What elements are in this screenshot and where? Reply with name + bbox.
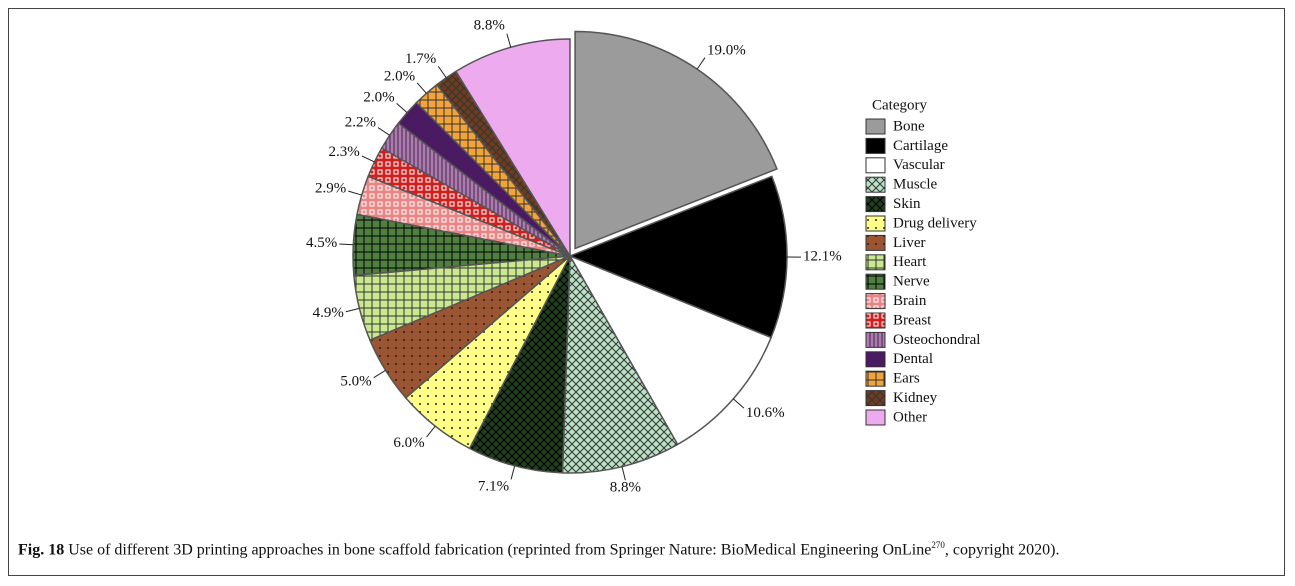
data-label: 2.2% bbox=[345, 115, 376, 131]
legend-swatch bbox=[865, 157, 886, 174]
legend-swatch bbox=[865, 196, 886, 213]
data-label: 2.3% bbox=[329, 144, 360, 160]
data-label: 8.8% bbox=[474, 18, 505, 34]
legend-swatch bbox=[865, 215, 886, 232]
legend-label: Heart bbox=[893, 254, 927, 270]
leader-line bbox=[696, 57, 706, 70]
caption-text: Use of different 3D printing approaches … bbox=[68, 541, 932, 559]
leader-line bbox=[437, 65, 447, 79]
figure-frame bbox=[8, 8, 1285, 576]
legend-label: Kidney bbox=[893, 390, 938, 406]
legend-swatch bbox=[865, 234, 886, 251]
legend-swatch bbox=[865, 312, 886, 329]
legend-label: Liver bbox=[893, 235, 925, 251]
leader-line bbox=[506, 33, 512, 48]
caption-ref: 270 bbox=[931, 540, 945, 550]
legend-swatch bbox=[865, 137, 886, 154]
legend-label: Muscle bbox=[893, 177, 938, 193]
legend-swatch bbox=[865, 370, 886, 387]
data-label: 4.5% bbox=[306, 235, 337, 251]
leader-line bbox=[396, 103, 408, 114]
leader-line bbox=[377, 127, 390, 136]
legend-label: Bone bbox=[893, 118, 925, 134]
leader-line bbox=[426, 425, 436, 438]
leader-line bbox=[416, 82, 427, 94]
data-label: 5.0% bbox=[340, 373, 371, 389]
legend-swatch bbox=[865, 390, 886, 407]
chart: Category 19.0% 12.1% 10.6% 8.8% 7.1% 6.0% 5.0%… bbox=[306, 18, 980, 496]
pie-slice bbox=[561, 253, 679, 474]
legend-label: Vascular bbox=[893, 157, 945, 173]
legend-label: Drug delivery bbox=[893, 215, 977, 231]
leader-line bbox=[345, 307, 360, 313]
data-label: 2.9% bbox=[315, 180, 346, 196]
legend-label: Ears bbox=[893, 371, 920, 387]
caption: Fig. 18 Use of different 3D printing app… bbox=[18, 533, 1280, 562]
legend-label: Breast bbox=[893, 312, 932, 328]
legend-swatch bbox=[865, 118, 886, 135]
leader-line bbox=[361, 155, 375, 163]
leader-line bbox=[733, 398, 745, 409]
pie-slice bbox=[454, 38, 571, 259]
legend-swatch bbox=[865, 351, 886, 368]
legend-swatch bbox=[865, 409, 886, 426]
legend-swatch bbox=[865, 273, 886, 290]
caption-label: Fig. 18 bbox=[18, 541, 65, 559]
leader-line bbox=[348, 190, 362, 196]
leader-line bbox=[621, 466, 626, 481]
legend-label: Osteochondral bbox=[893, 332, 980, 348]
data-label: 1.7% bbox=[405, 51, 436, 67]
data-label: 8.8% bbox=[610, 479, 641, 495]
legend-label: Dental bbox=[893, 351, 933, 367]
legend-title: Category bbox=[872, 97, 927, 113]
legend-label: Cartilage bbox=[893, 138, 948, 154]
data-label: 4.9% bbox=[313, 305, 344, 321]
data-label: 6.0% bbox=[393, 435, 424, 451]
legend-label: Brain bbox=[893, 293, 927, 309]
leader-line bbox=[339, 243, 354, 246]
legend-swatch bbox=[865, 254, 886, 271]
data-label: 7.1% bbox=[478, 479, 509, 495]
data-label: 2.0% bbox=[363, 90, 394, 106]
legend-swatch bbox=[865, 293, 886, 310]
legend-swatch bbox=[865, 176, 886, 193]
pie-slice bbox=[568, 254, 773, 446]
legend-label: Nerve bbox=[893, 274, 930, 290]
legend-label: Other bbox=[893, 409, 927, 425]
leader-line bbox=[510, 465, 516, 480]
data-label: 19.0% bbox=[707, 42, 746, 58]
data-label: 12.1% bbox=[803, 249, 842, 265]
data-label: 2.0% bbox=[384, 68, 415, 84]
caption-end: , copyright 2020). bbox=[944, 541, 1060, 559]
leader-line bbox=[373, 369, 386, 379]
legend-swatch bbox=[865, 331, 886, 348]
legend-label: Skin bbox=[893, 196, 921, 212]
data-label: 10.6% bbox=[746, 405, 785, 421]
